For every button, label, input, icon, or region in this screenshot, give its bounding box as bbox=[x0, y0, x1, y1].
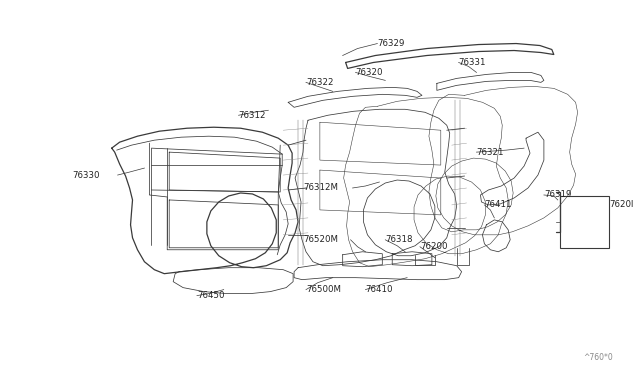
Text: 76200: 76200 bbox=[420, 242, 447, 251]
Text: 76330: 76330 bbox=[72, 170, 100, 180]
Text: ^760*0: ^760*0 bbox=[584, 353, 613, 362]
Text: 76500M: 76500M bbox=[306, 285, 341, 294]
Text: 76329: 76329 bbox=[378, 39, 404, 48]
Text: 76320: 76320 bbox=[356, 68, 383, 77]
Text: 76322: 76322 bbox=[306, 78, 333, 87]
Text: 76450: 76450 bbox=[197, 291, 225, 300]
Text: 7620l: 7620l bbox=[609, 201, 634, 209]
Bar bbox=[560, 196, 609, 248]
Text: 76321: 76321 bbox=[477, 148, 504, 157]
Text: 76312M: 76312M bbox=[303, 183, 338, 192]
Text: 76318: 76318 bbox=[385, 235, 413, 244]
Text: 76520M: 76520M bbox=[303, 235, 338, 244]
Text: 76410: 76410 bbox=[365, 285, 393, 294]
Text: 76331: 76331 bbox=[459, 58, 486, 67]
Text: 76312: 76312 bbox=[239, 111, 266, 120]
Text: 76319: 76319 bbox=[544, 190, 572, 199]
Text: 76411: 76411 bbox=[484, 201, 512, 209]
